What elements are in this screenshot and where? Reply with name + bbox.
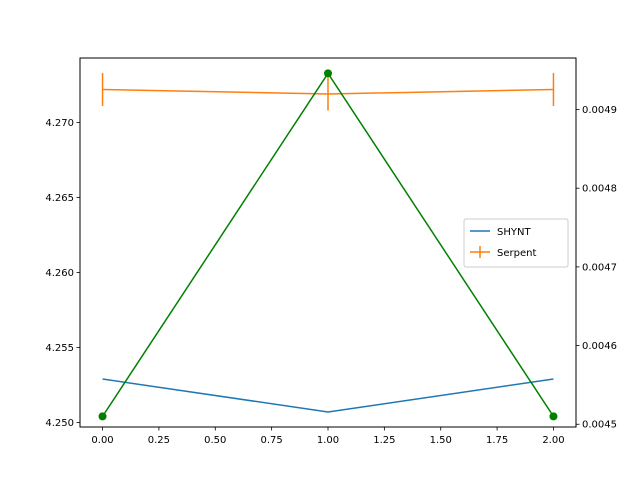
x-tick-label: 2.00: [542, 435, 564, 446]
legend-label-serpent: Serpent: [497, 248, 536, 259]
y-right-tick-label: 0.0048: [582, 184, 617, 195]
y-right-tick-label: 0.0049: [582, 105, 617, 116]
series-3-point: [324, 69, 332, 78]
series-3-point: [549, 412, 558, 421]
y-right-tick-label: 0.0045: [582, 420, 617, 431]
series-3-point: [98, 412, 107, 421]
legend-label-shynt: SHYNT: [497, 227, 531, 238]
y-tick-label: 4.255: [45, 343, 74, 354]
plot-area: [98, 69, 558, 421]
y-tick-label: 4.265: [45, 193, 74, 204]
x-tick-label: 0.75: [261, 435, 283, 446]
y-right-tick-label: 0.0046: [582, 341, 617, 352]
axes-ticks: 0.00 0.25 0.50 0.75 1.00 1.25 1.50 1.75 2.00 4.25…: [45, 57, 617, 446]
x-tick-label: 1.75: [486, 435, 508, 446]
y-tick-label: 4.250: [45, 418, 74, 429]
x-tick-label: 1.00: [317, 435, 339, 446]
y-right-tick-label: 0.0047: [582, 262, 617, 273]
x-tick-label: 1.50: [430, 435, 452, 446]
x-tick-label: 0.25: [148, 435, 170, 446]
x-tick-label: 1.25: [373, 435, 395, 446]
y-tick-label: 4.260: [45, 268, 74, 279]
shynt-line: [102, 378, 554, 413]
y-tick-label: 4.270: [45, 118, 74, 129]
legend: SHYNT Serpent: [463, 218, 569, 268]
x-tick-label: 0.00: [91, 435, 113, 446]
x-tick-label: 0.50: [204, 435, 226, 446]
